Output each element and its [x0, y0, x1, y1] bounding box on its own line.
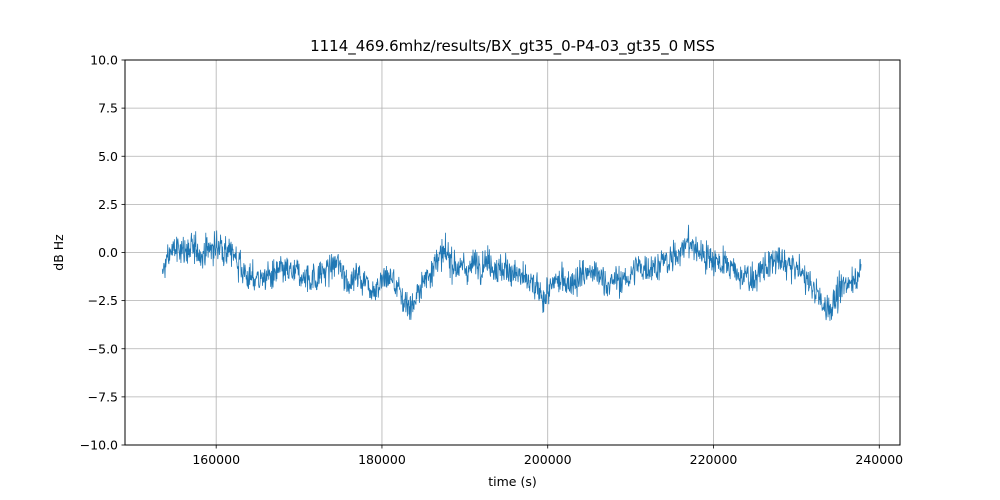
y-tick-label: −2.5: [88, 293, 118, 308]
y-axis: −10.0 −7.5 −5.0 −2.5 0.0 2.5 5.0 7.5 10.0: [80, 53, 125, 453]
y-axis-label: dB Hz: [51, 234, 66, 271]
plot-area: [161, 224, 862, 321]
x-axis-label: time (s): [488, 474, 536, 489]
y-tick-label: 0.0: [98, 245, 118, 260]
x-tick-label: 240000: [855, 452, 903, 467]
y-tick-label: 7.5: [98, 101, 118, 116]
x-tick-label: 200000: [524, 452, 572, 467]
x-tick-label: 160000: [192, 452, 240, 467]
y-tick-label: −5.0: [88, 341, 118, 356]
series-line: [161, 224, 862, 321]
x-tick-label: 220000: [690, 452, 738, 467]
y-tick-label: 2.5: [98, 197, 118, 212]
y-tick-label: 10.0: [90, 53, 118, 68]
y-tick-label: −10.0: [80, 438, 118, 453]
y-tick-label: −7.5: [88, 389, 118, 404]
x-axis: 160000 180000 200000 220000 240000: [192, 445, 903, 467]
chart-title: 1114_469.6mhz/results/BX_gt35_0-P4-03_gt…: [310, 37, 715, 56]
x-tick-label: 180000: [358, 452, 406, 467]
y-tick-label: 5.0: [98, 149, 118, 164]
